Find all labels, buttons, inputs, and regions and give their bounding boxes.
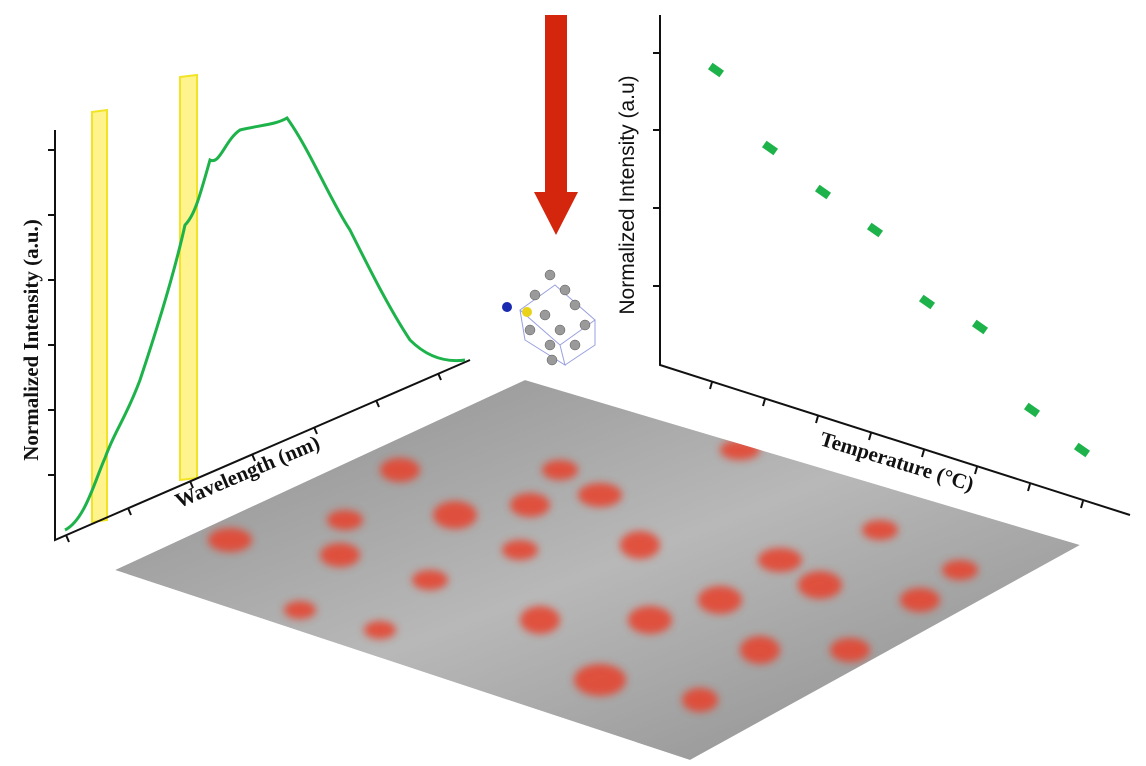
spectrum-chart: Normalized Intensity (a.u.) Wavelength (…	[19, 73, 471, 543]
y-axis-label: Normalized Intensity (a.u.)	[19, 219, 43, 460]
spectrum	[64, 116, 466, 532]
cell-image	[115, 380, 1080, 760]
ticks	[48, 149, 442, 543]
arrow	[534, 15, 578, 235]
crystal-structure	[502, 269, 596, 367]
axes	[659, 15, 1131, 516]
band-2	[179, 73, 198, 482]
ticks	[653, 52, 1084, 509]
axes	[54, 130, 471, 542]
y-axis-label: Normalized Intensity (a.u)	[616, 75, 639, 314]
band-1	[91, 108, 108, 524]
data-points	[707, 62, 1091, 458]
